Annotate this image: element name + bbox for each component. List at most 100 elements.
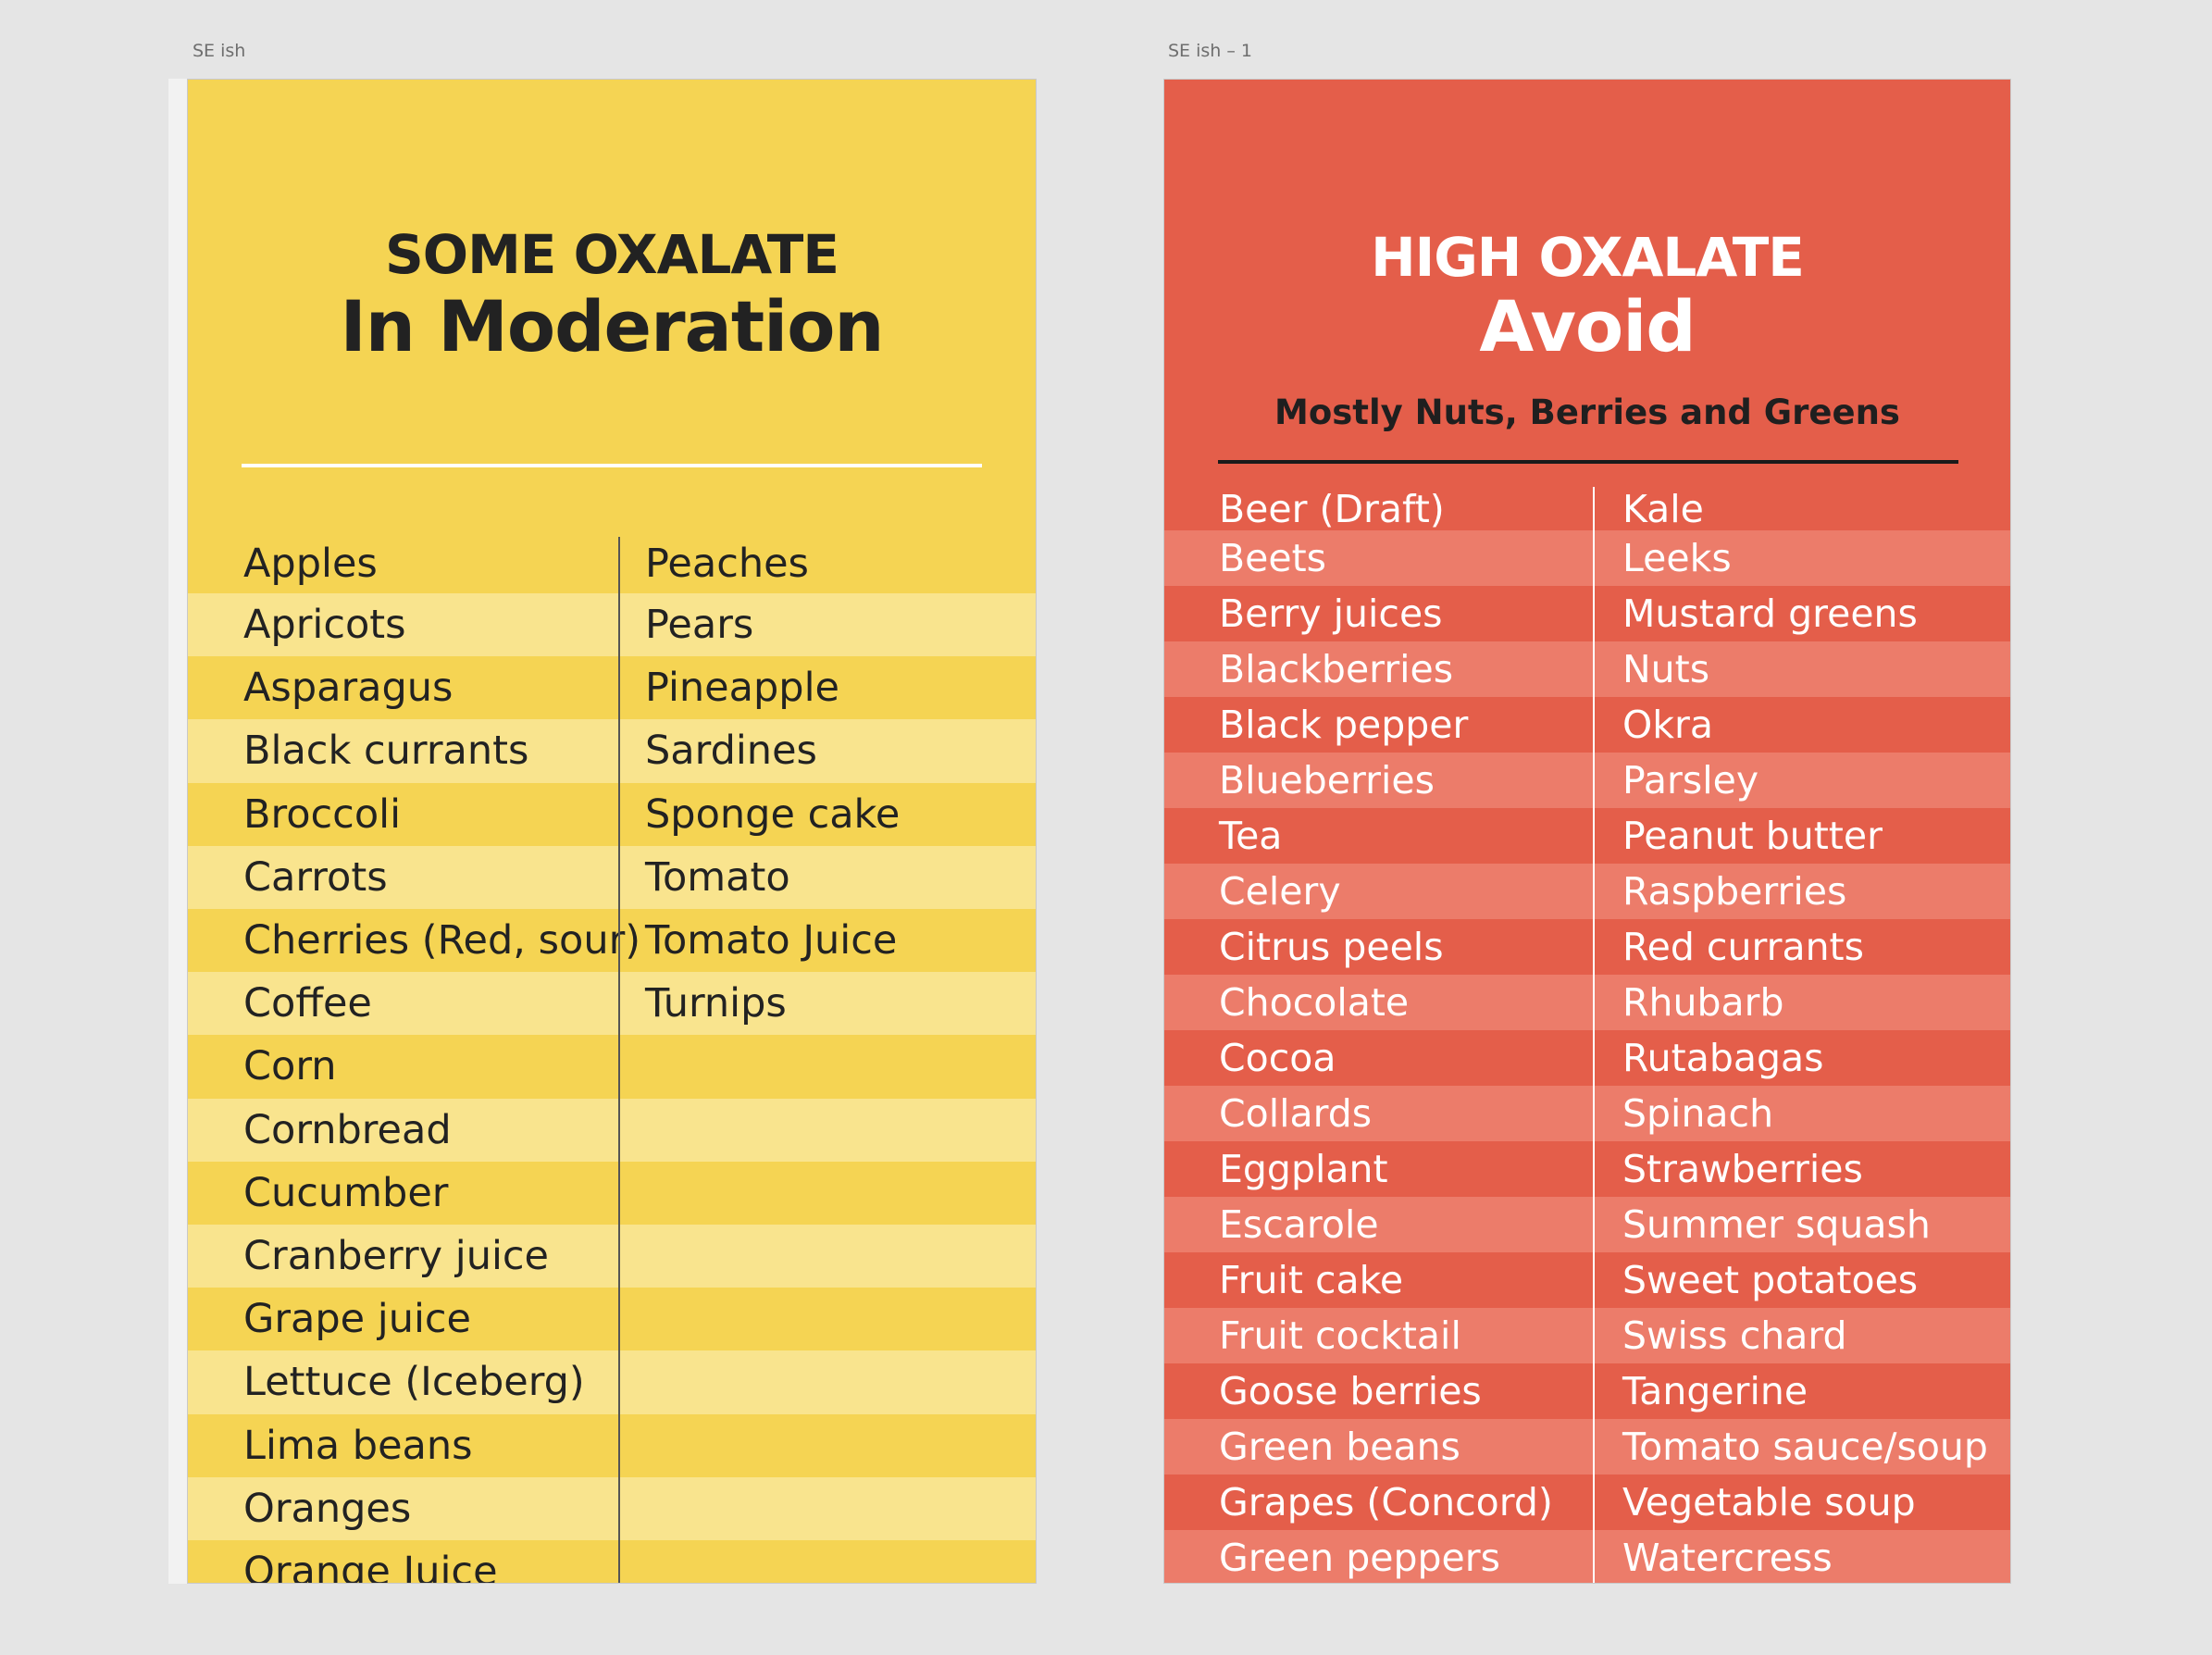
list-item: Turnips (645, 980, 787, 1027)
list-item: Nuts (1622, 647, 1710, 691)
table-row: Lima beans (188, 1414, 1036, 1477)
list-item: Corn (243, 1043, 337, 1090)
list-item: Swiss chard (1622, 1313, 1847, 1358)
artboard-shadow (168, 79, 187, 1584)
list-item: Tangerine (1622, 1369, 1808, 1413)
list-item: Green beans (1219, 1425, 1460, 1469)
table-row: Green beans Tomato sauce/soup (1164, 1419, 2010, 1475)
table-row: Berry juices Mustard greens (1164, 586, 2010, 641)
table-row: Collards Spinach (1164, 1086, 2010, 1141)
list-item: Asparagus (243, 665, 454, 712)
list-item: Parsley (1622, 758, 1759, 803)
subheading: In Moderation (340, 285, 884, 367)
list-item: Carrots (243, 853, 388, 901)
list-item: Black currants (243, 728, 529, 775)
list-item: Chocolate (1219, 980, 1410, 1025)
list-item: Citrus peels (1219, 925, 1444, 969)
list-item: Fruit cake (1219, 1258, 1404, 1302)
table-row: Blueberries Parsley (1164, 753, 2010, 808)
list-item: Pears (645, 602, 754, 649)
list-item: Oranges (243, 1485, 412, 1532)
list-item: Summer squash (1622, 1202, 1931, 1247)
list-item: Tomato Juice (645, 917, 898, 964)
list-item: Lima beans (243, 1422, 473, 1469)
list-item: Sardines (645, 728, 817, 775)
list-item: Tea (1219, 814, 1283, 858)
list-item: Leeks (1622, 536, 1732, 580)
list-item: Apples (243, 540, 378, 587)
list-item: Sponge cake (645, 790, 901, 838)
list-item: Peaches (645, 540, 809, 587)
table-row: Chocolate Rhubarb (1164, 975, 2010, 1030)
table-row: Green peppers Watercress (1164, 1530, 2010, 1583)
artboard-high-oxalate[interactable]: HIGH OXALATE Avoid Mostly Nuts, Berries … (1163, 79, 2011, 1584)
list-item: Celery (1219, 869, 1341, 914)
list-item: Broccoli (243, 790, 402, 838)
list-item: Beer (Draft) (1219, 486, 1445, 531)
list-item: Rhubarb (1622, 980, 1784, 1025)
table-row: Citrus peels Red currants (1164, 919, 2010, 975)
list-item: Lettuce (Iceberg) (243, 1359, 585, 1406)
list-item: Blackberries (1219, 647, 1454, 691)
table-row: Cranberry juice (188, 1225, 1036, 1288)
list-item: Berry juices (1219, 591, 1443, 636)
list-item: Red currants (1622, 925, 1864, 969)
table-row: Oranges (188, 1476, 1036, 1540)
category-note: Mostly Nuts, Berries and Greens (1274, 392, 1900, 432)
table-row: Cornbread (188, 1098, 1036, 1162)
list-item: Cranberry juice (243, 1233, 550, 1280)
artboard-some-oxalate[interactable]: SOME OXALATE In Moderation Apples Peaches… (187, 79, 1037, 1584)
table-row: Grapes (Concord) Vegetable soup (1164, 1475, 2010, 1530)
list-item: Beets (1219, 536, 1327, 580)
table-row: Grape juice (188, 1288, 1036, 1350)
list-item: Grape juice (243, 1296, 472, 1343)
list-item: Mustard greens (1622, 591, 1918, 636)
table-row: Cocoa Rutabagas (1164, 1030, 2010, 1086)
list-item: Cocoa (1219, 1036, 1336, 1080)
heading: HIGH OXALATE (1371, 226, 1805, 289)
title-divider (242, 464, 982, 467)
table-row: Celery Raspberries (1164, 864, 2010, 919)
title-divider (1218, 460, 1958, 464)
table-row: Apricots Pears (188, 593, 1036, 657)
list-item: Rutabagas (1622, 1036, 1824, 1080)
table-row: Asparagus Pineapple (188, 656, 1036, 719)
table-row: Coffee Turnips (188, 972, 1036, 1036)
list-item: Grapes (Concord) (1219, 1480, 1553, 1524)
table-row: Escarole Summer squash (1164, 1197, 2010, 1252)
table-row: Fruit cocktail Swiss chard (1164, 1308, 2010, 1363)
list-item: Green peppers (1219, 1536, 1500, 1580)
table-row: Blackberries Nuts (1164, 641, 2010, 697)
artboard-label-some-oxalate[interactable]: SE ish (193, 41, 246, 61)
artboard-label-high-oxalate[interactable]: SE ish – 1 (1168, 41, 1252, 61)
list-item: Raspberries (1622, 869, 1847, 914)
list-item: Escarole (1219, 1202, 1379, 1247)
list-item: Watercress (1622, 1536, 1833, 1580)
table-row: Cherries (Red, sour) Tomato Juice (188, 909, 1036, 972)
table-row: Orange Juice (188, 1540, 1036, 1584)
list-item: Apricots (243, 602, 406, 649)
list-item: Coffee (243, 980, 372, 1027)
list-item: Vegetable soup (1622, 1480, 1916, 1524)
list-item: Sweet potatoes (1622, 1258, 1919, 1302)
list-item: Pineapple (645, 665, 839, 712)
table-row: Carrots Tomato (188, 845, 1036, 909)
list-item: Peanut butter (1622, 814, 1883, 858)
column-divider (1593, 487, 1595, 1583)
list-item: Cornbread (243, 1106, 452, 1153)
table-row: Beets Leeks (1164, 530, 2010, 586)
table-row: Tea Peanut butter (1164, 808, 2010, 864)
table-row: Black pepper Okra (1164, 697, 2010, 753)
list-item: Eggplant (1219, 1147, 1388, 1191)
list-item: Fruit cocktail (1219, 1313, 1461, 1358)
table-row: Lettuce (Iceberg) (188, 1350, 1036, 1414)
list-item: Kale (1622, 486, 1704, 531)
table-row: Apples Peaches (188, 533, 1036, 593)
table-row: Fruit cake Sweet potatoes (1164, 1252, 2010, 1308)
list-item: Orange Juice (243, 1549, 498, 1584)
column-divider (618, 537, 620, 1583)
list-item: Okra (1622, 703, 1713, 747)
table-row: Broccoli Sponge cake (188, 783, 1036, 846)
table-row: Beer (Draft) Kale (1164, 486, 2010, 531)
table-row: Cucumber (188, 1162, 1036, 1225)
